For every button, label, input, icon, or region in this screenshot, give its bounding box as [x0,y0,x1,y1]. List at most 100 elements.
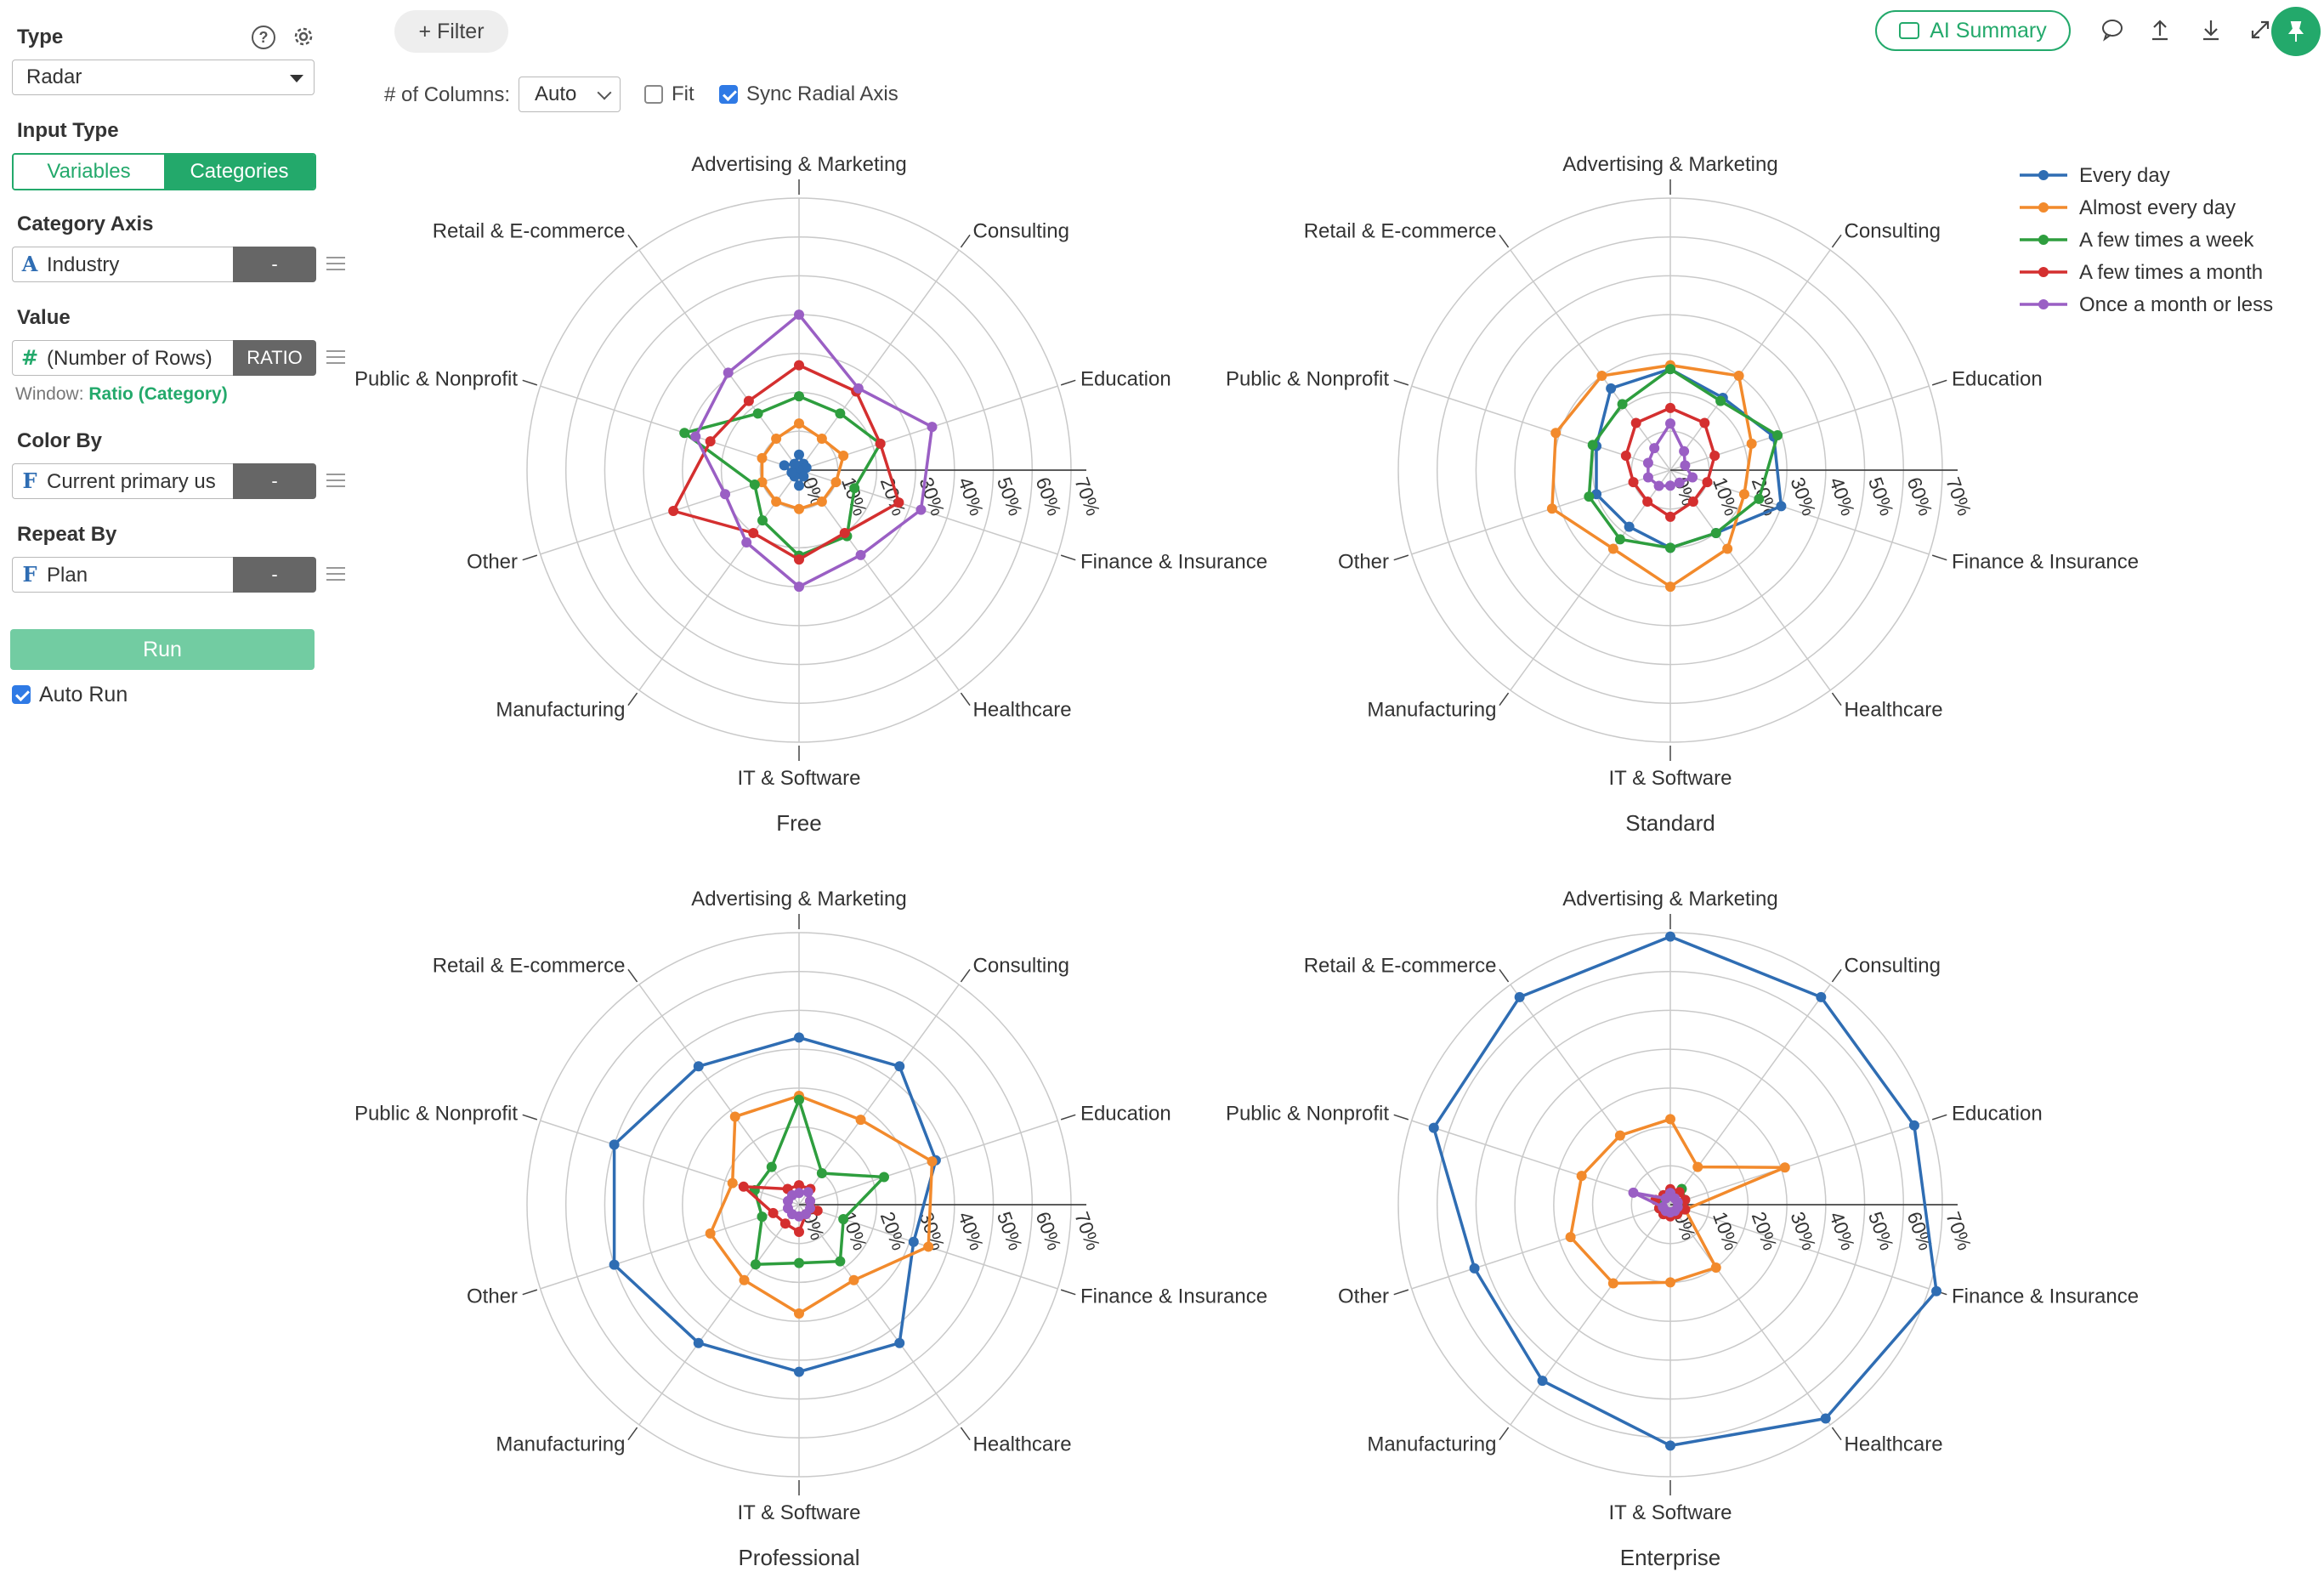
legend-item[interactable]: A few times a week [2020,229,2254,252]
data-point[interactable] [830,477,842,488]
filter-button[interactable]: + Filter [394,10,508,53]
data-point[interactable] [794,391,804,402]
data-point[interactable] [1908,1120,1919,1131]
drag-handle-icon[interactable] [326,350,345,364]
color-by-agg[interactable]: - [233,463,316,499]
data-point[interactable] [1738,489,1749,500]
drag-handle-icon[interactable] [326,567,345,581]
data-point[interactable] [1679,445,1690,457]
data-point[interactable] [757,452,768,463]
data-point[interactable] [1776,501,1787,512]
data-point[interactable] [1642,496,1653,507]
data-point[interactable] [609,1259,620,1270]
data-point[interactable] [1665,364,1675,375]
data-point[interactable] [1772,430,1783,441]
data-point[interactable] [923,1241,934,1252]
data-point[interactable] [908,1236,919,1247]
fit-option[interactable]: Fit [644,82,694,106]
data-point[interactable] [1642,472,1653,483]
data-point[interactable] [1665,418,1675,429]
data-point[interactable] [1617,399,1628,410]
data-point[interactable] [794,1227,804,1237]
data-point[interactable] [878,1172,889,1183]
data-point[interactable] [838,1213,849,1224]
data-point[interactable] [1607,1278,1618,1289]
data-point[interactable] [1565,1232,1576,1243]
data-point[interactable] [1587,440,1598,451]
auto-run-checkbox[interactable] [12,685,31,705]
data-point[interactable] [768,1207,779,1218]
data-point[interactable] [750,1259,761,1270]
data-point[interactable] [1596,371,1607,382]
data-point[interactable] [849,483,860,494]
help-icon[interactable]: ? [252,26,275,49]
data-point[interactable] [757,1211,768,1223]
value-agg[interactable]: RATIO [233,340,316,376]
data-point[interactable] [766,1161,777,1172]
data-point[interactable] [839,527,850,538]
auto-run-option[interactable]: Auto Run [12,682,128,707]
pin-button[interactable] [2271,7,2321,56]
data-point[interactable] [1546,503,1557,514]
data-point[interactable] [894,1061,905,1072]
data-point[interactable] [1537,1376,1548,1387]
data-point[interactable] [794,554,804,565]
data-point[interactable] [771,496,782,507]
data-point[interactable] [1687,496,1698,507]
data-point[interactable] [1649,443,1660,454]
data-point[interactable] [1658,1201,1669,1212]
legend-item[interactable]: Almost every day [2020,196,2236,219]
data-point[interactable] [794,449,804,460]
data-point[interactable] [1469,1262,1480,1274]
data-point[interactable] [835,1256,846,1267]
data-point[interactable] [1628,1187,1639,1198]
data-point[interactable] [789,458,800,469]
data-point[interactable] [816,496,827,507]
category-axis-field[interactable]: A Industry - [12,247,345,282]
repeat-by-field[interactable]: F Plan - [12,557,345,593]
legend-item[interactable]: A few times a month [2020,261,2263,284]
data-point[interactable] [729,1111,740,1122]
data-point[interactable] [927,422,938,433]
data-point[interactable] [727,1177,738,1189]
data-point[interactable] [752,408,763,419]
data-point[interactable] [771,434,782,445]
data-point[interactable] [1674,477,1685,488]
data-point[interactable] [609,1139,620,1150]
data-point[interactable] [794,360,804,371]
data-point[interactable] [1514,991,1525,1002]
upload-icon[interactable] [2145,17,2174,46]
data-point[interactable] [779,460,790,471]
data-point[interactable] [1660,1193,1671,1204]
sync-radial-checkbox[interactable] [719,84,738,104]
data-point[interactable] [1665,402,1675,413]
data-point[interactable] [1614,534,1625,545]
data-point[interactable] [794,480,804,491]
data-point[interactable] [794,1257,804,1268]
chart-type-select[interactable]: Radar [12,60,315,95]
data-point[interactable] [816,1168,827,1179]
data-point[interactable] [1665,1277,1675,1288]
data-point[interactable] [723,367,734,378]
data-point[interactable] [1642,457,1653,468]
category-axis-agg[interactable]: - [233,247,316,282]
data-point[interactable] [748,527,759,538]
data-point[interactable] [794,418,804,429]
data-point[interactable] [1576,1171,1587,1182]
data-point[interactable] [786,1189,797,1200]
data-point[interactable] [798,471,809,482]
ai-summary-button[interactable]: AI Summary [1875,10,2071,51]
data-point[interactable] [794,1094,804,1105]
data-point[interactable] [1607,543,1618,554]
data-point[interactable] [1606,383,1617,394]
data-point[interactable] [838,451,849,462]
data-point[interactable] [1628,477,1639,488]
data-point[interactable] [1816,991,1827,1002]
data-point[interactable] [1733,371,1744,382]
comment-icon[interactable] [2098,17,2127,46]
color-by-field[interactable]: F Current primary us - [12,463,345,499]
data-point[interactable] [853,383,864,394]
data-point[interactable] [679,428,690,439]
data-point[interactable] [1710,527,1721,538]
data-point[interactable] [1680,460,1691,471]
